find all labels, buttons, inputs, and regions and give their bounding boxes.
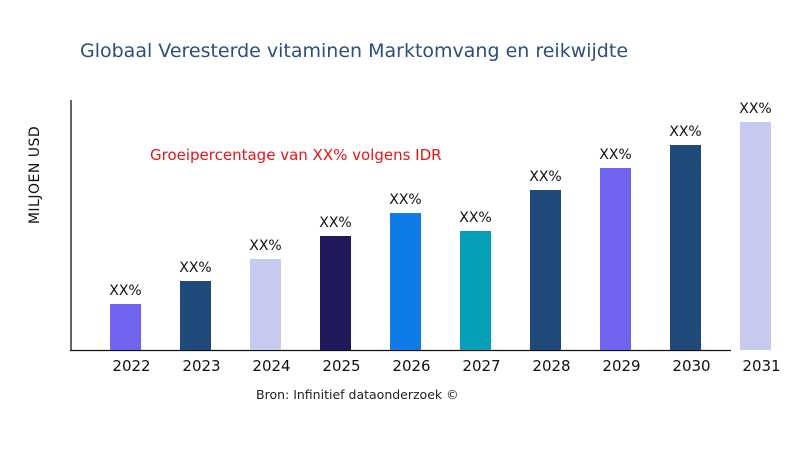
chart-title: Globaal Veresterde vitaminen Marktomvang… xyxy=(80,40,629,62)
x-tick-label-2025: 2025 xyxy=(322,357,360,375)
x-tick-label-2024: 2024 xyxy=(252,357,290,375)
data-label-2031: XX% xyxy=(739,101,771,117)
x-tick-label-2031: 2031 xyxy=(742,357,780,375)
x-tick-label-2029: 2029 xyxy=(602,357,640,375)
bar-2023 xyxy=(180,281,211,350)
bar-2024 xyxy=(250,259,281,350)
x-tick-label-2022: 2022 xyxy=(112,357,150,375)
data-label-2022: XX% xyxy=(109,283,141,299)
data-label-2023: XX% xyxy=(179,260,211,276)
data-label-2024: XX% xyxy=(249,238,281,254)
data-label-2026: XX% xyxy=(389,192,421,208)
bar-2028 xyxy=(530,190,561,350)
data-label-2028: XX% xyxy=(529,169,561,185)
x-tick-label-2030: 2030 xyxy=(672,357,710,375)
data-label-2029: XX% xyxy=(599,147,631,163)
source-note: Bron: Infinitief dataonderzoek © xyxy=(256,387,459,402)
bar-2022 xyxy=(110,304,141,350)
x-tick-label-2026: 2026 xyxy=(392,357,430,375)
x-tick-label-2028: 2028 xyxy=(532,357,570,375)
x-tick-label-2027: 2027 xyxy=(462,357,500,375)
bar-2026 xyxy=(390,213,421,350)
bar-2027 xyxy=(460,231,491,350)
data-label-2027: XX% xyxy=(459,210,491,226)
data-label-2030: XX% xyxy=(669,124,701,140)
bar-2029 xyxy=(600,168,631,350)
bar-2025 xyxy=(320,236,351,350)
growth-annotation: Groeipercentage van XX% volgens IDR xyxy=(150,146,442,164)
x-tick-label-2023: 2023 xyxy=(182,357,220,375)
data-label-2025: XX% xyxy=(319,215,351,231)
bar-2030 xyxy=(670,145,701,350)
bar-2031 xyxy=(740,122,771,350)
